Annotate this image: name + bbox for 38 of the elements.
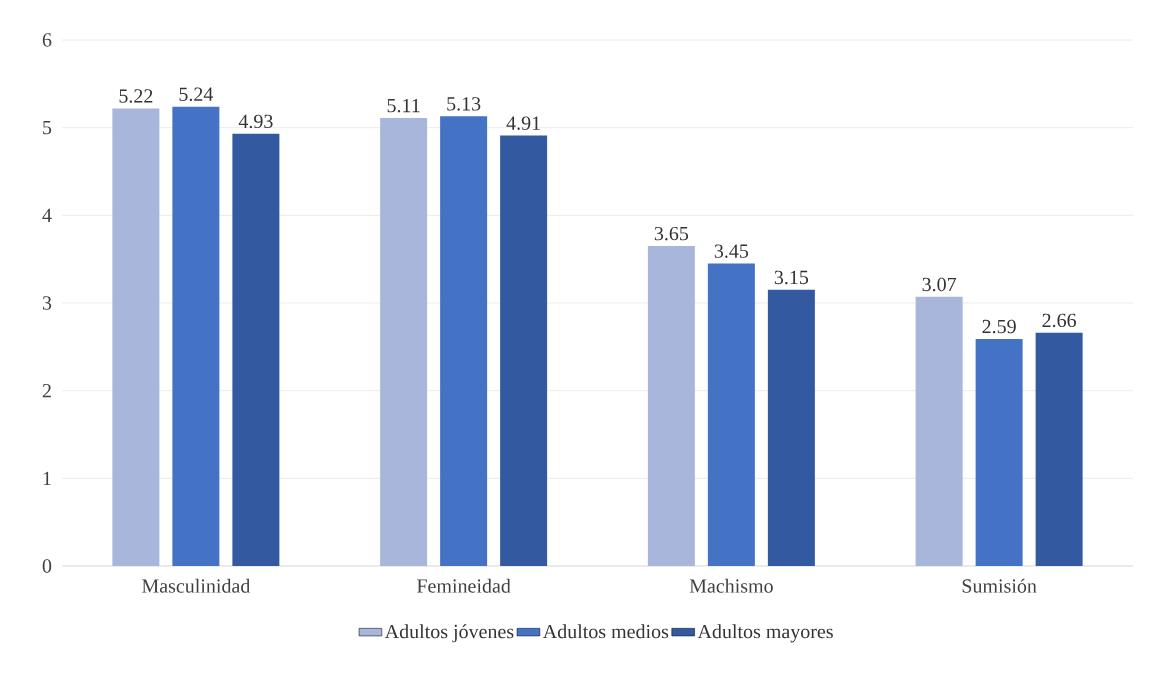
legend-label: Adultos mayores [697,624,833,643]
x-tick-label: Machismo [689,578,773,593]
data-label: 3.07 [922,277,957,292]
y-tick-label: 4 [42,208,52,222]
y-tick-label: 0 [42,559,52,573]
y-tick-label: 3 [42,296,52,310]
bar [232,133,280,566]
data-label: 5.11 [387,98,420,113]
y-tick-label: 1 [43,471,51,485]
bar [647,246,695,566]
bar [172,106,220,566]
data-label: 3.15 [774,270,809,285]
bar [380,118,428,566]
x-tick-label: Sumisión [962,578,1037,593]
bar [112,108,160,566]
y-tick-label: 2 [42,384,51,398]
data-label: 4.93 [238,114,273,129]
data-label: 2.66 [1042,313,1077,328]
bar [915,296,963,566]
bar [440,116,488,566]
bar [975,338,1023,566]
data-label: 4.91 [506,116,540,130]
x-tick-label: Femineidad [417,578,511,593]
legend-label: Adultos medios [542,624,669,639]
bar [500,135,548,566]
y-tick-label: 5 [43,121,52,135]
data-label: 3.45 [714,244,749,258]
data-label: 5.22 [119,89,153,103]
y-tick-label: 6 [42,33,52,47]
data-label: 2.59 [982,319,1016,334]
x-tick-label: Masculinidad [142,578,251,593]
bar [767,289,815,566]
data-label: 3.65 [654,226,689,241]
bar [1035,332,1083,566]
bar [707,263,755,566]
data-label: 5.13 [447,97,481,111]
legend-label: Adultos jóvenes [384,624,514,643]
data-label: 5.24 [179,87,214,102]
